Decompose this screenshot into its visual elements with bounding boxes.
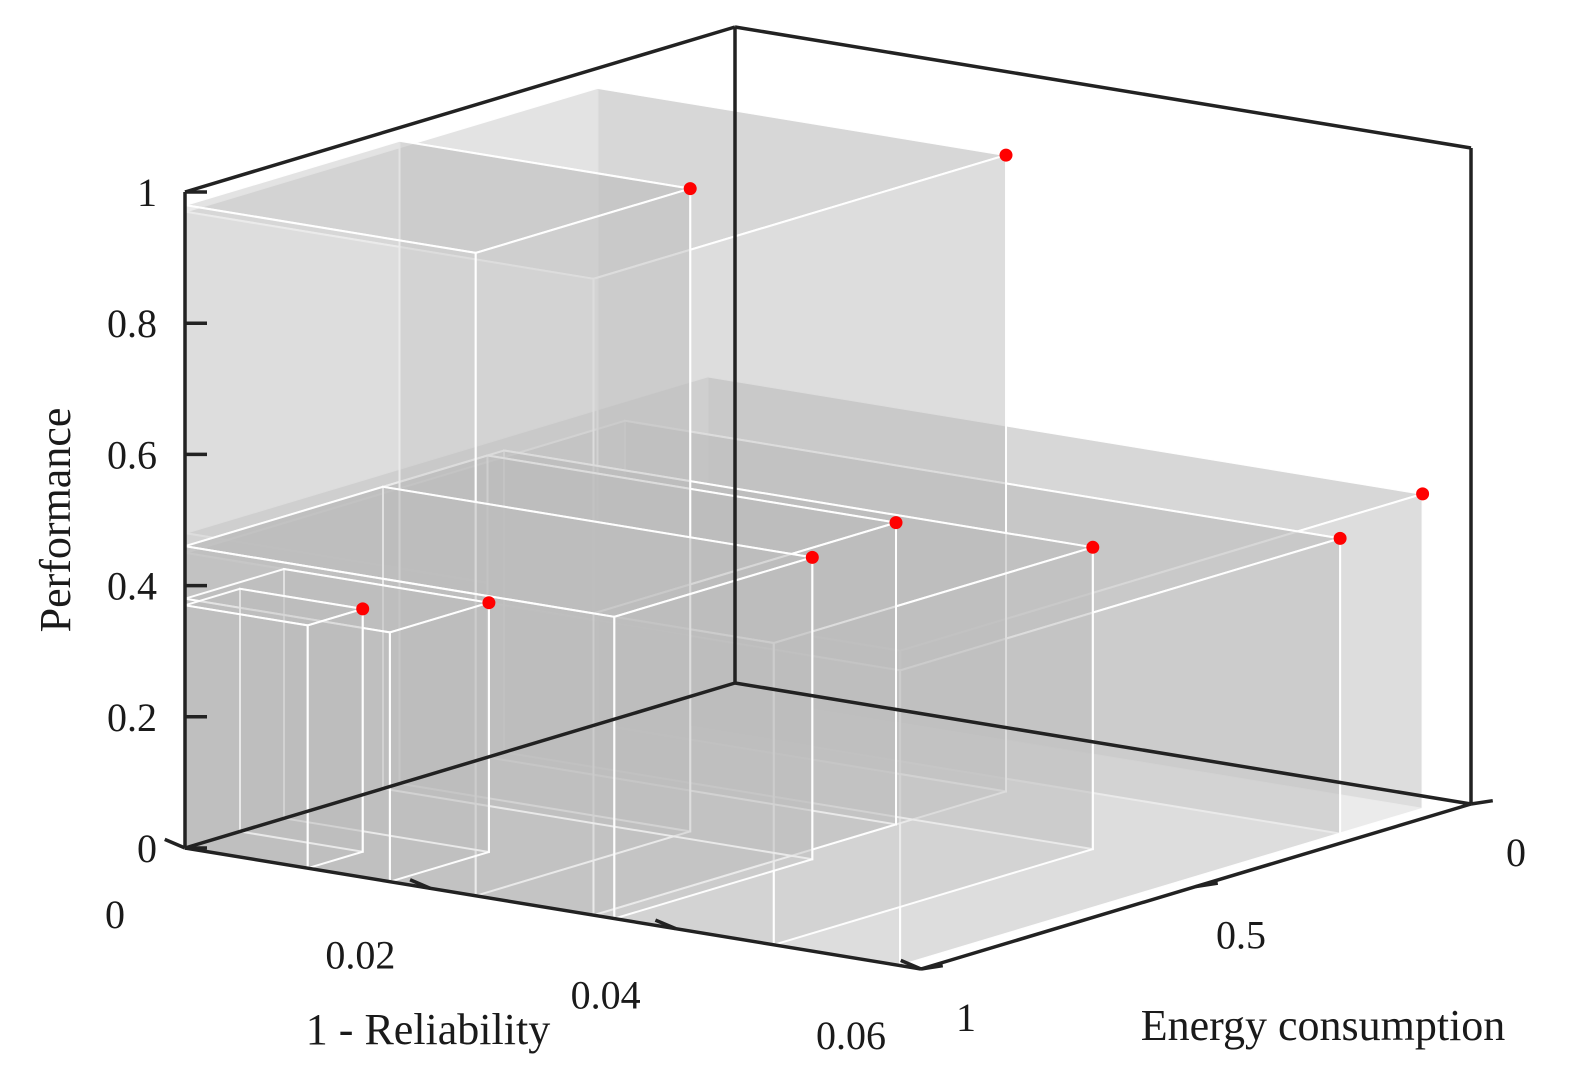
- x-axis-title: 1 - Reliability: [306, 1005, 550, 1054]
- x-tick-mark: [164, 837, 186, 850]
- x-tick-label: 0.04: [571, 973, 641, 1018]
- axis-ticks: 0 0.2 0.4 0.6 0.8 1 0 0.02 0.04 0.06 0 0.5 1: [105, 170, 1526, 1058]
- back-floor-edge-right: [734, 681, 1472, 806]
- y-tick-mark: [1195, 881, 1219, 889]
- box-face: [613, 556, 814, 920]
- back-top-edge-right: [734, 25, 1472, 150]
- z-tick-label: 0.8: [107, 301, 157, 346]
- back-floor-edge-left: [184, 681, 736, 850]
- dominated-region-boxes: [184, 86, 1424, 967]
- box-face: [388, 601, 490, 884]
- y-tick-label: 0.5: [1216, 913, 1266, 958]
- x-tick-label: 0.02: [325, 932, 395, 977]
- x-tick-mark: [409, 878, 432, 890]
- z-axis-title: Performance: [31, 408, 80, 633]
- x-tick-label: 0.06: [816, 1013, 886, 1058]
- dominated-box: [184, 485, 814, 920]
- pareto-point: [1333, 531, 1347, 545]
- back-top-edge-left: [184, 25, 736, 194]
- pareto-point: [683, 182, 697, 196]
- pareto-point: [805, 550, 819, 564]
- dominated-box: [184, 567, 490, 884]
- dominated-box: [184, 454, 897, 917]
- y-tick-mark: [1470, 798, 1494, 806]
- pareto-point: [1416, 487, 1430, 501]
- z-tick-label: 0.4: [107, 564, 157, 609]
- z-tick-label: 0.6: [107, 432, 157, 477]
- pareto-point: [356, 602, 370, 616]
- dominated-box: [184, 449, 1094, 947]
- x-tick-mark: [654, 918, 677, 931]
- z-tick-label: 0: [137, 826, 157, 871]
- box-face: [306, 607, 364, 870]
- y-tick-mark: [920, 963, 944, 971]
- y-axis-title: Energy consumption: [1141, 1001, 1506, 1050]
- pareto-point: [889, 516, 903, 530]
- x-axis-line: [184, 846, 922, 971]
- dominated-box: [184, 139, 692, 898]
- z-tick-label: 0.2: [107, 695, 157, 740]
- pareto-point: [999, 148, 1013, 162]
- y-tick-label: 1: [956, 995, 976, 1040]
- y-tick-label: 0: [1506, 830, 1526, 875]
- x-tick-label: 0: [105, 892, 125, 937]
- dominated-box: [184, 587, 364, 870]
- pareto-point: [482, 596, 496, 610]
- pareto-points: [356, 148, 1430, 616]
- pareto-point: [1086, 540, 1100, 554]
- x-tick-mark: [900, 958, 922, 971]
- z-tick-label: 1: [137, 170, 157, 215]
